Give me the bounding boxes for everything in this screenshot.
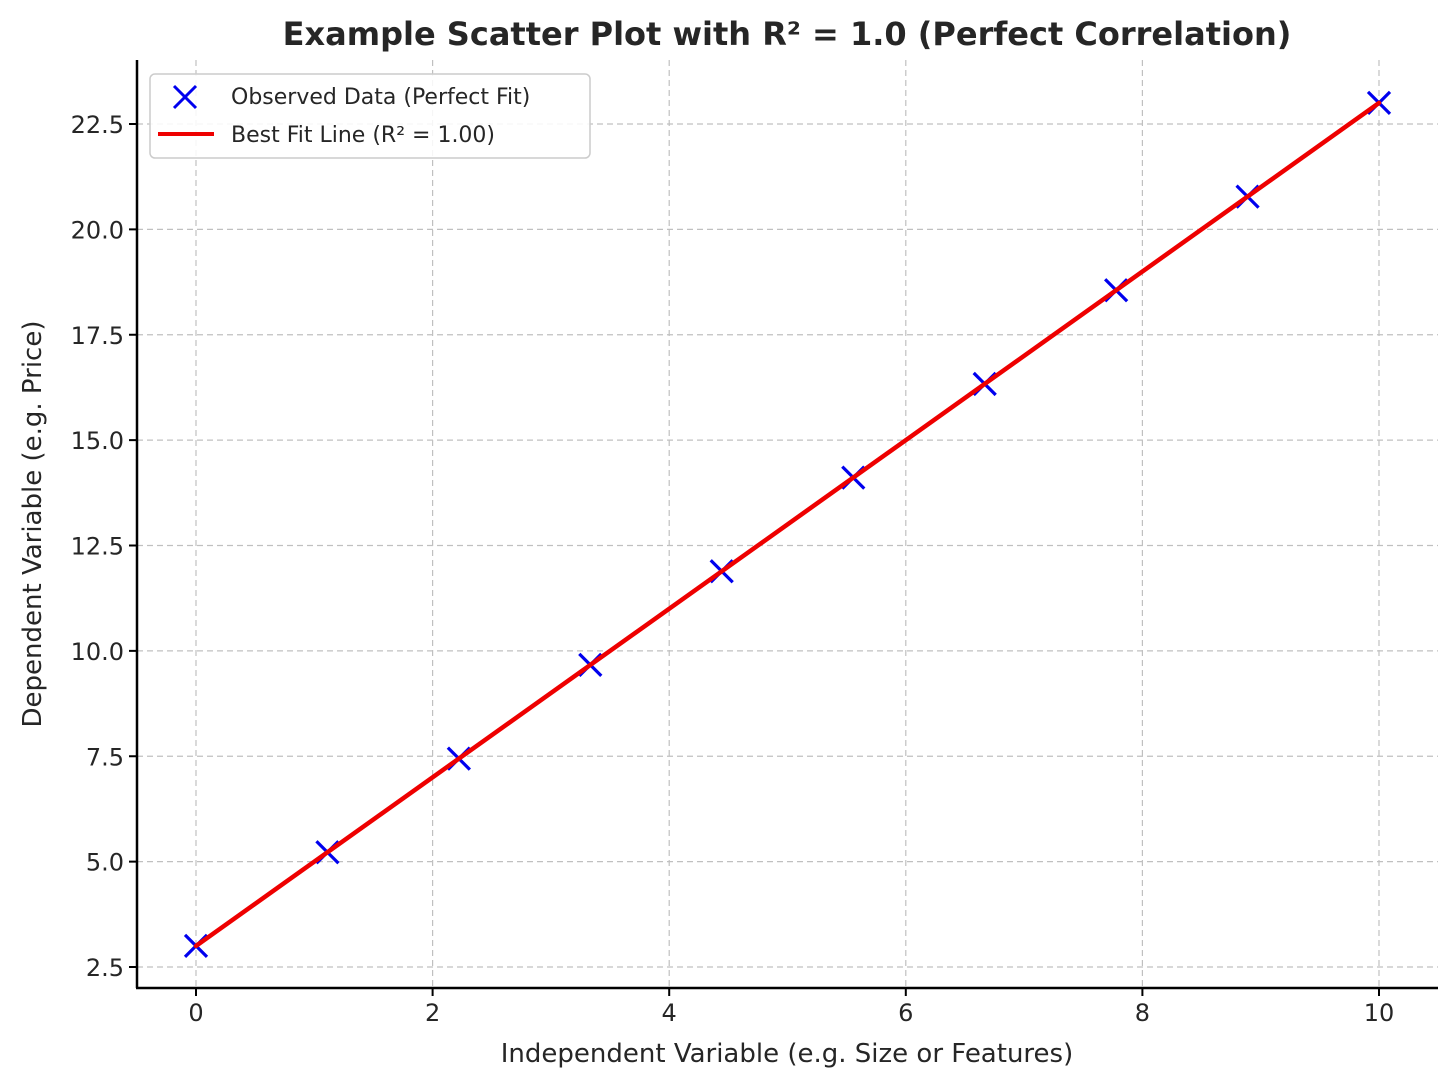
- x-tick-label: 6: [898, 999, 913, 1027]
- y-tick-label: 5.0: [86, 849, 124, 877]
- y-tick-label: 10.0: [71, 638, 124, 666]
- x-axis-label: Independent Variable (e.g. Size or Featu…: [501, 1039, 1073, 1069]
- fit-line-path: [193, 100, 1382, 949]
- legend-label-observed: Observed Data (Perfect Fit): [231, 85, 530, 110]
- chart-title: Example Scatter Plot with R² = 1.0 (Perf…: [283, 15, 1292, 53]
- y-tick-label: 12.5: [71, 533, 124, 561]
- x-tick-label: 4: [662, 999, 677, 1027]
- x-tick-label: 8: [1135, 999, 1150, 1027]
- y-axis-label: Dependent Variable (e.g. Price): [18, 321, 48, 728]
- y-tick-label: 2.5: [86, 954, 124, 982]
- axes: [135, 60, 1438, 990]
- grid-lines: [137, 60, 1438, 988]
- legend-box: [149, 73, 591, 159]
- y-tick-label: 7.5: [86, 743, 124, 771]
- y-tick-label: 20.0: [71, 216, 124, 244]
- legend: Observed Data (Perfect Fit) Best Fit Lin…: [149, 73, 591, 159]
- legend-label-fit: Best Fit Line (R² = 1.00): [231, 123, 495, 148]
- x-tick-label: 2: [425, 999, 440, 1027]
- x-axis-ticks: 0 2 4 6 8 10: [188, 988, 1394, 1027]
- x-marker-icon: [172, 84, 198, 110]
- x-tick-label: 10: [1364, 999, 1395, 1027]
- y-tick-label: 17.5: [71, 322, 124, 350]
- y-tick-label: 22.5: [71, 111, 124, 139]
- y-axis-ticks: 2.5 5.0 7.5 10.0 12.5 15.0 17.5 20.0 22.5: [71, 111, 137, 982]
- x-tick-label: 0: [188, 999, 203, 1027]
- best-fit-line: [193, 100, 1382, 949]
- y-tick-label: 15.0: [71, 427, 124, 455]
